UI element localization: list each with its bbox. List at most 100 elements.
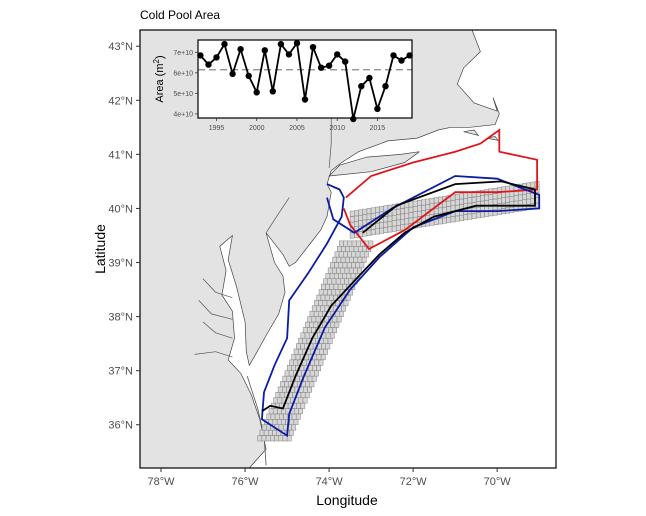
y-tick-label: 41°N [108,149,133,161]
grid-cell [351,262,356,269]
x-tick-label: 78°W [147,476,175,488]
grid-cell [300,392,306,398]
grid-cell [400,213,405,220]
area-point [285,51,293,58]
grid-cell [522,199,527,206]
area-point [374,105,381,113]
area-point [269,88,276,95]
grid-cell [343,300,349,307]
grid-cell [316,294,322,301]
grid-cell [293,408,299,415]
area-point [366,74,373,82]
area-point [398,57,405,64]
grid-cell [282,435,288,442]
inset-panel [197,39,413,123]
grid-cell [332,267,337,274]
grid-cell [412,200,418,207]
long-island-land [328,151,420,177]
grid-cell [517,194,523,201]
inset-x-tick-label: 2010 [329,125,345,132]
grid-cell [272,429,277,436]
grid-cell [272,408,278,415]
grid-cell [277,386,283,393]
grid-cell [332,327,337,334]
grid-cell [438,218,443,225]
grid-cell [459,193,464,200]
grid-cell [315,316,321,323]
inset-y-axis-title: Area (m2) [152,55,166,102]
grid-cell [391,209,397,216]
grid-cell [408,217,414,224]
grid-cell [446,200,452,207]
grid-cell [336,267,341,274]
area-point [317,64,325,71]
grid-cell [342,262,348,269]
grid-cell [314,370,319,377]
grid-cell [349,246,355,252]
grid-cell [316,354,322,361]
grid-cell [467,197,473,204]
grid-cell [358,220,363,227]
grid-cell [442,201,447,208]
river-line-4 [265,197,290,233]
grid-cell [391,220,397,227]
grid-cell [459,198,464,205]
grid-cell [278,435,284,442]
grid-cell [309,370,315,377]
grid-cell [349,210,355,217]
grid-cell [320,294,326,301]
grid-cell [298,397,304,404]
grid-cell [279,392,285,398]
grid-cell [379,206,384,213]
area-point [245,72,252,80]
y-tick-label: 42°N [108,95,133,107]
outer-banks-coast [246,375,267,466]
area-point [293,39,301,47]
grid-cell [475,196,481,202]
grid-cell [316,305,321,312]
grid-cell [338,262,344,269]
grid-cell [300,343,305,350]
area-point [213,54,220,61]
grid-cell [293,348,299,355]
grid-cell [311,375,317,382]
grid-cell [341,305,347,312]
grid-cell [318,348,324,355]
grid-cell [323,348,328,355]
x-tick-label: 70°W [484,476,512,488]
grid-cell [361,256,367,263]
grid-cell [259,429,265,436]
grid-cell [412,206,418,213]
grid-cell [417,205,422,212]
grid-cell [270,413,276,420]
grid-cell [366,229,372,236]
marthas-vineyard-land [463,129,480,136]
grid-cell [347,251,352,258]
map-border [139,29,557,469]
grid-cell [289,429,294,436]
cold-pool-outlines [260,128,541,438]
grid-cell [335,289,341,296]
grid-cell [322,289,328,296]
grid-cell [400,219,405,225]
grid-cell [298,408,303,415]
grid-cell [332,316,338,323]
grid-cell [282,386,287,393]
area-point [261,47,268,54]
area-point [197,52,204,59]
grid-cell [463,192,469,199]
grid-cell [329,273,335,279]
grid-cell [429,198,435,204]
grid-cell [359,262,365,269]
grid-cell [400,224,405,231]
grid-cell [286,365,292,371]
grid-cell [309,321,315,328]
grid-cell [366,208,372,215]
grid-cell [321,283,326,290]
y-tick-label: 43°N [108,41,133,53]
grid-cell [396,214,401,221]
grid-cell [279,413,284,420]
grid-cell [340,256,346,263]
inset-axes: 1995 2000 2005 2010 2015 4e+10 5e+10 6e+10 7e+10 [173,50,385,132]
y-tick-label: 36°N [108,420,133,432]
